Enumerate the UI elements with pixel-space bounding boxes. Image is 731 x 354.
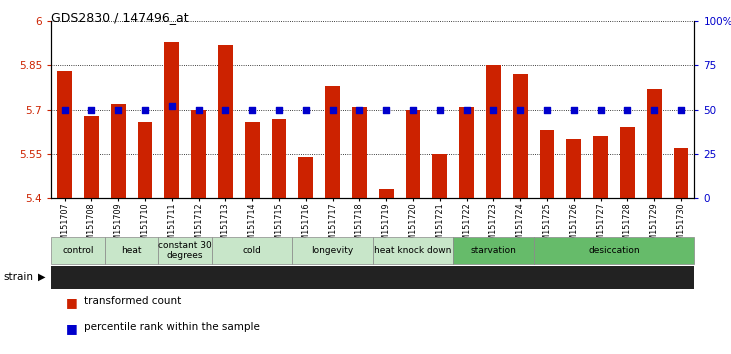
Bar: [486, 65, 501, 198]
Bar: [57, 72, 72, 198]
Bar: [674, 148, 689, 198]
Bar: [620, 127, 635, 198]
Bar: [453, 237, 534, 264]
Point: [515, 107, 526, 113]
Text: ▶: ▶: [38, 272, 45, 282]
Point: [300, 107, 311, 113]
Text: percentile rank within the sample: percentile rank within the sample: [84, 322, 260, 332]
Text: longevity: longevity: [311, 246, 354, 255]
Bar: [218, 45, 232, 198]
Bar: [111, 104, 126, 198]
Bar: [539, 130, 554, 198]
Text: ■: ■: [66, 296, 77, 309]
Bar: [272, 119, 287, 198]
Bar: [459, 107, 474, 198]
Point: [327, 107, 338, 113]
Bar: [352, 107, 367, 198]
Point: [488, 107, 499, 113]
Bar: [298, 157, 313, 198]
Point: [595, 107, 607, 113]
Bar: [433, 154, 447, 198]
Text: heat: heat: [121, 246, 142, 255]
Point: [648, 107, 660, 113]
Point: [219, 107, 231, 113]
Point: [246, 107, 258, 113]
Bar: [245, 121, 260, 198]
Bar: [51, 237, 105, 264]
Point: [58, 107, 70, 113]
Point: [675, 107, 687, 113]
Bar: [406, 110, 420, 198]
Bar: [137, 121, 152, 198]
Text: ■: ■: [66, 322, 77, 335]
Text: control: control: [62, 246, 94, 255]
Point: [568, 107, 580, 113]
Point: [113, 107, 124, 113]
Bar: [292, 237, 373, 264]
Point: [541, 107, 553, 113]
Bar: [212, 237, 292, 264]
Bar: [105, 237, 159, 264]
Bar: [373, 237, 453, 264]
Point: [86, 107, 97, 113]
Bar: [513, 74, 528, 198]
Point: [461, 107, 472, 113]
Bar: [325, 86, 340, 198]
Text: GDS2830 / 147496_at: GDS2830 / 147496_at: [51, 11, 189, 24]
Bar: [567, 139, 581, 198]
Point: [354, 107, 366, 113]
Bar: [379, 189, 393, 198]
Point: [193, 107, 205, 113]
Point: [166, 103, 178, 109]
Bar: [192, 110, 206, 198]
Text: cold: cold: [243, 246, 262, 255]
Point: [407, 107, 419, 113]
Point: [380, 107, 392, 113]
Text: constant 30
degrees: constant 30 degrees: [159, 241, 212, 260]
Text: strain: strain: [4, 272, 34, 282]
Text: transformed count: transformed count: [84, 296, 181, 306]
Bar: [647, 89, 662, 198]
Point: [621, 107, 633, 113]
Text: desiccation: desiccation: [588, 246, 640, 255]
Bar: [594, 136, 608, 198]
Point: [273, 107, 285, 113]
Bar: [84, 116, 99, 198]
Point: [434, 107, 446, 113]
Bar: [159, 237, 212, 264]
Text: heat knock down: heat knock down: [374, 246, 452, 255]
Text: starvation: starvation: [471, 246, 516, 255]
Bar: [164, 42, 179, 198]
Bar: [534, 237, 694, 264]
Point: [139, 107, 151, 113]
